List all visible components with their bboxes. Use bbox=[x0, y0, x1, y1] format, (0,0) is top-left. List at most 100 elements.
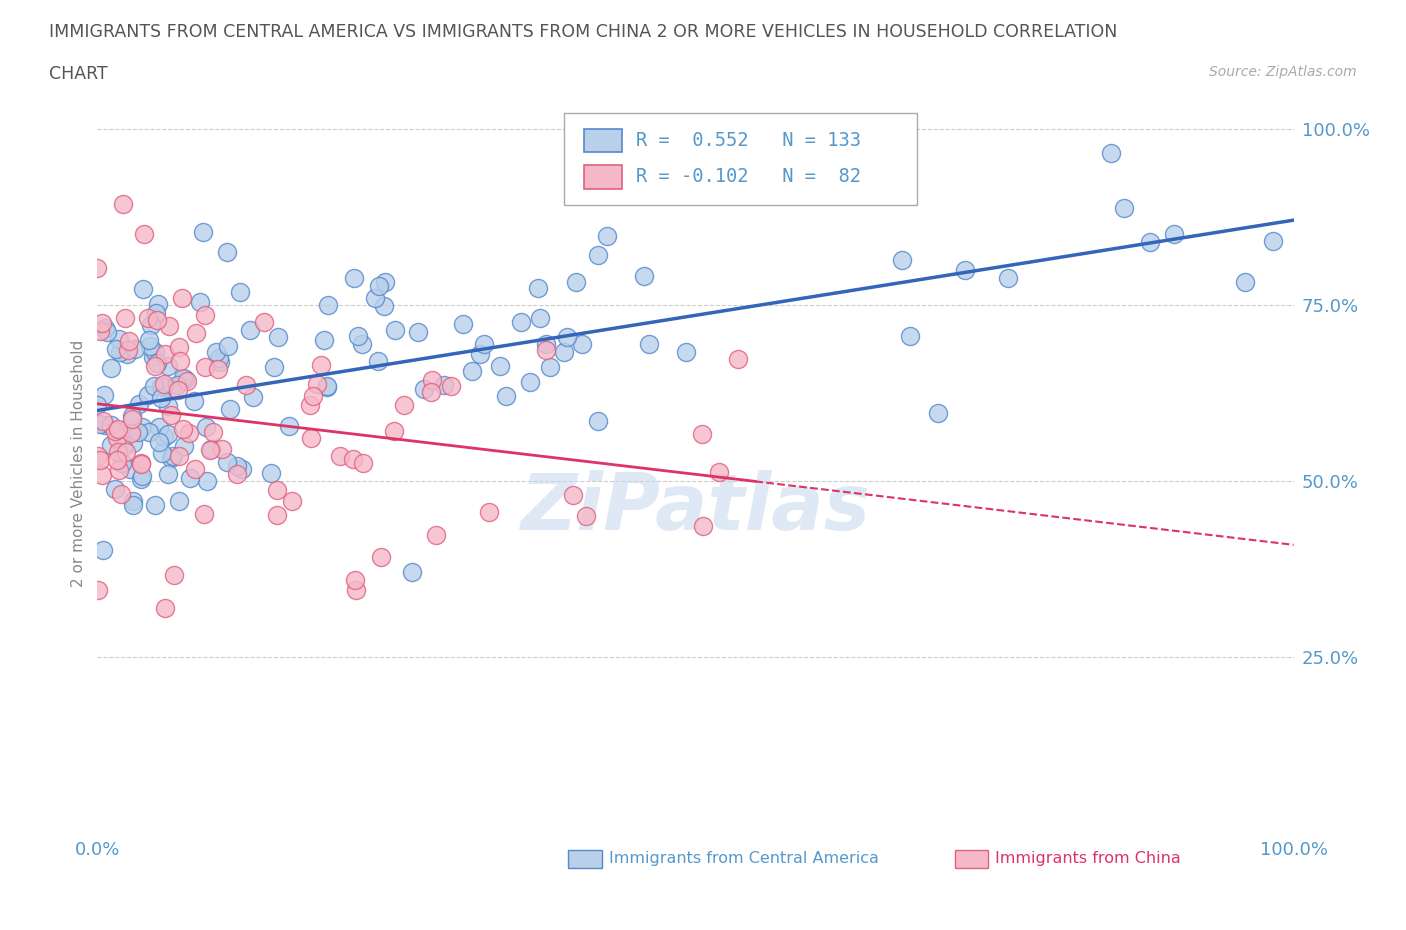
Point bbox=[201, 424, 224, 439]
Point bbox=[136, 387, 159, 402]
Point bbox=[120, 425, 142, 440]
Text: Immigrants from China: Immigrants from China bbox=[995, 851, 1181, 866]
Point bbox=[167, 494, 190, 509]
Point bbox=[124, 342, 146, 357]
Point bbox=[110, 344, 132, 359]
Point bbox=[89, 453, 111, 468]
Point bbox=[242, 390, 264, 405]
Point bbox=[350, 337, 373, 352]
Point bbox=[127, 425, 149, 440]
Y-axis label: 2 or more Vehicles in Household: 2 or more Vehicles in Household bbox=[72, 339, 86, 587]
Point bbox=[953, 262, 976, 277]
Text: ZiPatlas: ZiPatlas bbox=[520, 470, 870, 546]
Point bbox=[382, 424, 405, 439]
Point bbox=[316, 298, 339, 312]
Point bbox=[86, 260, 108, 275]
Point bbox=[117, 342, 139, 357]
Point bbox=[299, 397, 322, 412]
Point bbox=[163, 567, 186, 582]
Point bbox=[195, 419, 218, 434]
Point bbox=[105, 431, 128, 445]
Point bbox=[188, 295, 211, 310]
Point bbox=[302, 389, 325, 404]
Point bbox=[148, 419, 170, 434]
Point bbox=[104, 423, 127, 438]
Point bbox=[134, 227, 156, 242]
Point bbox=[690, 427, 713, 442]
Point bbox=[638, 337, 661, 352]
Point bbox=[1233, 274, 1256, 289]
Point bbox=[89, 324, 111, 339]
Point bbox=[183, 393, 205, 408]
Point bbox=[266, 483, 288, 498]
Point bbox=[148, 434, 170, 449]
Point bbox=[727, 352, 749, 366]
Point bbox=[107, 452, 129, 467]
Point bbox=[209, 355, 232, 370]
Point bbox=[342, 451, 364, 466]
Point bbox=[191, 224, 214, 239]
Point bbox=[90, 468, 112, 483]
Point bbox=[143, 498, 166, 512]
Point bbox=[121, 498, 143, 512]
Point bbox=[1139, 235, 1161, 250]
Point bbox=[425, 527, 447, 542]
Point bbox=[184, 461, 207, 476]
Point bbox=[219, 402, 242, 417]
Point bbox=[200, 442, 222, 457]
Point bbox=[160, 450, 183, 465]
Point bbox=[100, 418, 122, 432]
Point bbox=[891, 252, 914, 267]
Point bbox=[131, 457, 153, 472]
Point bbox=[132, 282, 155, 297]
Text: Source: ZipAtlas.com: Source: ZipAtlas.com bbox=[1209, 65, 1357, 79]
Point bbox=[176, 374, 198, 389]
Point bbox=[401, 565, 423, 579]
Point bbox=[420, 372, 443, 387]
Point bbox=[226, 466, 249, 481]
Point bbox=[299, 431, 322, 445]
Point bbox=[263, 360, 285, 375]
Text: IMMIGRANTS FROM CENTRAL AMERICA VS IMMIGRANTS FROM CHINA 2 OR MORE VEHICLES IN H: IMMIGRANTS FROM CENTRAL AMERICA VS IMMIG… bbox=[49, 23, 1118, 41]
Point bbox=[367, 353, 389, 368]
Point bbox=[179, 471, 201, 485]
Point bbox=[675, 344, 697, 359]
Point bbox=[153, 347, 176, 362]
Point bbox=[91, 414, 114, 429]
Point bbox=[93, 321, 115, 336]
Point bbox=[145, 313, 167, 328]
Point bbox=[553, 345, 575, 360]
Point bbox=[172, 371, 194, 386]
Point bbox=[344, 582, 367, 597]
Point bbox=[633, 269, 655, 284]
Point bbox=[575, 509, 598, 524]
Point bbox=[235, 377, 257, 392]
Point bbox=[440, 379, 463, 393]
Point bbox=[305, 376, 328, 391]
Point bbox=[138, 332, 160, 347]
Point bbox=[111, 456, 134, 471]
Point bbox=[461, 364, 484, 379]
Point bbox=[571, 337, 593, 352]
Point bbox=[118, 334, 141, 349]
Point bbox=[91, 316, 114, 331]
Point bbox=[121, 412, 143, 427]
Point bbox=[143, 345, 166, 360]
Point bbox=[1261, 234, 1284, 249]
Point bbox=[927, 405, 949, 420]
Point bbox=[692, 519, 714, 534]
Point bbox=[87, 582, 110, 597]
Point bbox=[561, 487, 583, 502]
Point bbox=[184, 326, 207, 340]
Point bbox=[412, 381, 434, 396]
Point bbox=[86, 397, 108, 412]
Point bbox=[110, 486, 132, 501]
Point bbox=[111, 196, 134, 211]
Point bbox=[433, 378, 456, 392]
Point bbox=[595, 229, 617, 244]
Point bbox=[121, 494, 143, 509]
Point bbox=[280, 494, 302, 509]
Point bbox=[194, 308, 217, 323]
Point bbox=[420, 385, 443, 400]
FancyBboxPatch shape bbox=[585, 128, 623, 153]
